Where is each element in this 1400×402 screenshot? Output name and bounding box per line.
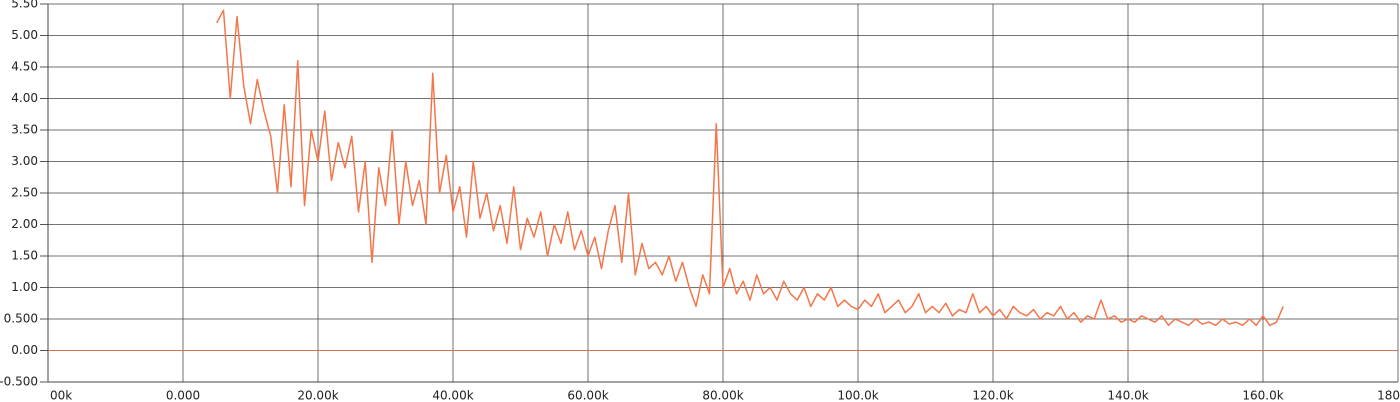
- x-tick-label: 20.00k: [297, 389, 338, 402]
- x-tick-label: 60.00k: [567, 389, 608, 402]
- x-tick-label: 80.00k: [702, 389, 743, 402]
- y-tick-label: 5.50: [11, 0, 38, 11]
- y-tick-label: 5.00: [11, 28, 38, 42]
- x-tick-label: 40.00k: [432, 389, 473, 402]
- x-tick-label: 0.000: [166, 389, 200, 402]
- x-tick-label: 180: [1377, 389, 1400, 402]
- y-tick-label: 2.00: [11, 217, 38, 231]
- x-tick-label: 120.0k: [972, 389, 1013, 402]
- y-tick-label: 1.50: [11, 249, 38, 263]
- y-tick-label: -0.500: [0, 375, 38, 389]
- x-tick-label: 00k: [50, 389, 72, 402]
- x-tick-label: 160.0k: [1242, 389, 1283, 402]
- x-tick-label: 140.0k: [1107, 389, 1148, 402]
- y-tick-label: 0.00: [11, 343, 38, 357]
- y-tick-label: 2.50: [11, 186, 38, 200]
- y-tick-label: 3.00: [11, 154, 38, 168]
- y-tick-label: 4.00: [11, 91, 38, 105]
- data-line: [216, 9, 1284, 327]
- x-tick-label: 100.0k: [837, 389, 878, 402]
- y-tick-label: 4.50: [11, 60, 38, 74]
- y-tick-label: 3.50: [11, 123, 38, 137]
- y-tick-label: 1.00: [11, 280, 38, 294]
- y-tick-label: 0.500: [4, 312, 38, 326]
